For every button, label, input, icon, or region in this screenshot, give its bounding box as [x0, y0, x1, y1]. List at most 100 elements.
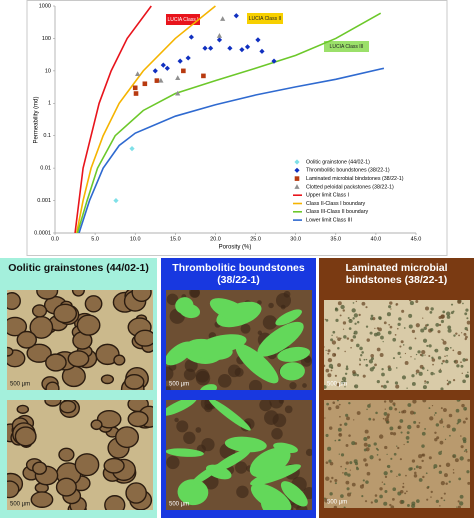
speck [369, 367, 374, 372]
speck [397, 425, 402, 430]
speck [433, 414, 436, 416]
legend-label: Upper limit Class I [306, 193, 349, 199]
legend-label: Laminated microbial bindstones (38/22-1) [306, 176, 404, 182]
speck [422, 400, 427, 403]
triangle-marker [216, 33, 223, 38]
speck [376, 454, 379, 456]
speck [347, 473, 351, 477]
speck [348, 401, 351, 405]
speck [352, 317, 355, 320]
speck [443, 426, 445, 428]
speck [440, 480, 445, 486]
speck [387, 367, 392, 372]
speck [344, 372, 348, 375]
speck [379, 494, 383, 499]
speck [452, 379, 456, 382]
speck [361, 495, 364, 498]
speck [344, 385, 346, 388]
ooid [16, 404, 30, 414]
speck [408, 300, 412, 302]
grain [271, 428, 283, 440]
grain [217, 374, 232, 388]
speck [428, 407, 431, 410]
speck [383, 471, 388, 476]
annotation: LUCIA Class III [330, 44, 364, 50]
x-tick-label: 20.0 [210, 236, 221, 242]
speck [438, 323, 442, 327]
speck [467, 458, 470, 462]
speck [418, 371, 423, 376]
speck [389, 470, 393, 473]
triangle-marker [220, 16, 226, 21]
micrograph-texture [166, 290, 312, 390]
square-marker [201, 73, 206, 79]
grain [257, 300, 262, 305]
speck [401, 410, 405, 414]
speck [393, 452, 397, 456]
speck [404, 352, 407, 355]
speck [401, 375, 407, 380]
speck [434, 348, 439, 353]
panel-header: Laminated microbial bindstones (38/22-1) [345, 262, 447, 286]
speck [332, 401, 336, 404]
speck [418, 465, 422, 470]
speck [435, 499, 439, 503]
speck [334, 439, 337, 442]
speck [466, 470, 470, 474]
triangle-marker [135, 71, 141, 76]
speck [415, 465, 419, 469]
pore [279, 362, 305, 381]
speck [424, 380, 427, 383]
micrograph [324, 300, 470, 390]
speck [358, 313, 361, 317]
speck [437, 330, 441, 334]
speck [408, 313, 413, 318]
pore [175, 297, 194, 314]
grain [201, 437, 215, 452]
diamond-marker [188, 34, 194, 40]
speck [338, 403, 341, 406]
micrograph [7, 400, 153, 510]
speck [354, 322, 357, 325]
speck [406, 387, 408, 389]
pore [235, 343, 279, 384]
speck [384, 475, 388, 479]
speck [327, 446, 332, 451]
speck [459, 494, 464, 499]
speck [364, 500, 368, 503]
speck [420, 328, 425, 333]
speck [431, 358, 436, 362]
speck [456, 364, 460, 368]
speck [364, 429, 369, 434]
square-marker [181, 68, 186, 74]
speck [464, 337, 467, 341]
speck [343, 506, 346, 508]
speck [337, 427, 342, 432]
speck [405, 436, 410, 440]
speck [369, 331, 373, 335]
speck [414, 471, 417, 475]
speck [327, 352, 330, 355]
speck [390, 431, 394, 436]
speck [434, 411, 437, 415]
square-marker [142, 81, 148, 87]
y-tick-label: 0.1 [43, 133, 51, 139]
speck [424, 354, 426, 356]
annotation-box [247, 13, 283, 24]
speck [353, 330, 358, 335]
ooid [71, 290, 85, 297]
speck [350, 346, 352, 349]
speck [450, 303, 454, 306]
speck [343, 380, 347, 383]
speck [455, 332, 458, 335]
speck [467, 371, 469, 374]
speck [383, 483, 386, 486]
diamond-marker [208, 45, 214, 51]
speck [410, 356, 412, 358]
grain [268, 302, 274, 309]
speck [366, 471, 371, 476]
speck [440, 418, 443, 421]
speck [362, 374, 366, 378]
speck [387, 413, 390, 417]
grain [227, 364, 241, 378]
